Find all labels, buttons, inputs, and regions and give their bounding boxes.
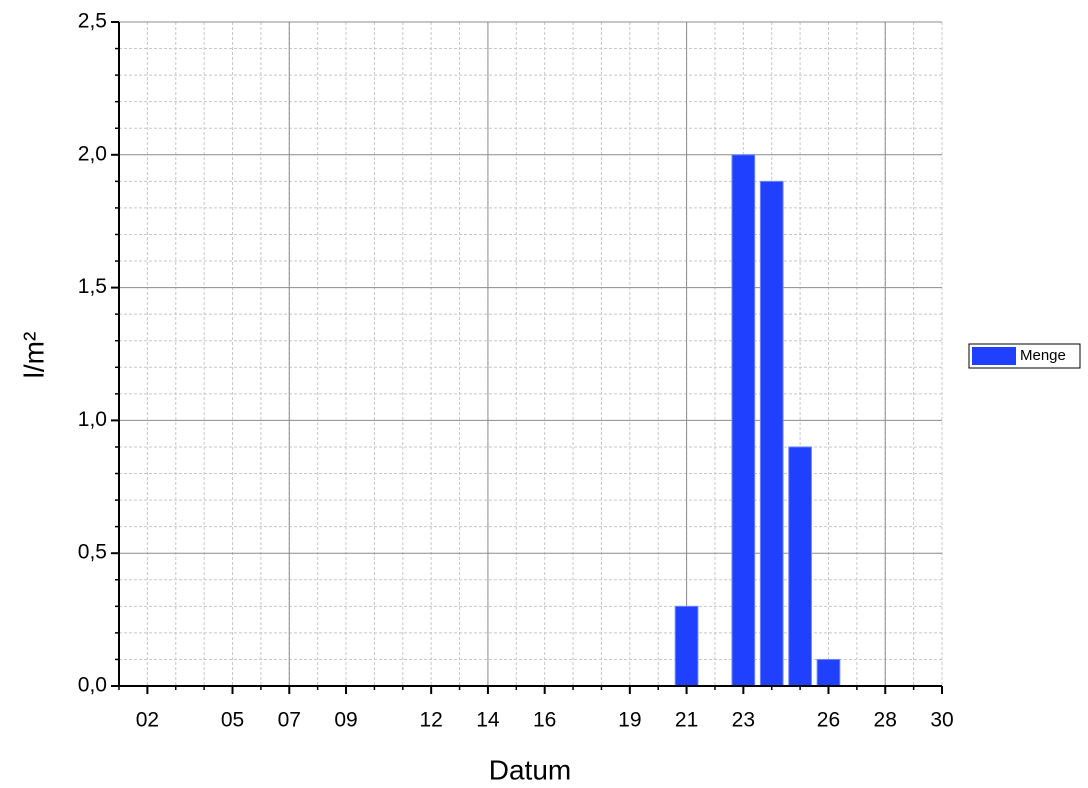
x-tick-label: 12	[419, 709, 442, 732]
y-axis-title: l/m²	[18, 332, 49, 379]
y-tick-label: 1,5	[78, 275, 107, 298]
y-tick-label: 2,0	[78, 142, 107, 165]
x-tick-label: 16	[533, 709, 556, 732]
bar	[816, 658, 841, 687]
bar	[788, 446, 812, 687]
x-tick-label: 02	[136, 709, 159, 732]
x-tick-label: 09	[334, 709, 357, 732]
x-tick-label: 07	[278, 709, 301, 732]
x-tick-label: 19	[618, 709, 641, 732]
x-tick-label: 05	[221, 709, 244, 732]
bar	[759, 180, 784, 687]
x-tick-label: 26	[817, 709, 840, 732]
y-tick-label: 0,0	[78, 674, 107, 697]
x-axis-title: Datum	[489, 754, 571, 785]
x-tick-label: 21	[675, 709, 698, 732]
x-tick-label: 28	[874, 709, 897, 732]
y-tick-label: 1,0	[78, 408, 107, 431]
x-tick-label: 23	[732, 709, 755, 732]
bar	[731, 154, 756, 687]
legend-swatch	[972, 347, 1016, 365]
x-tick-label: 14	[476, 709, 500, 732]
y-tick-label: 0,5	[78, 541, 107, 564]
y-tick-label: 2,5	[78, 10, 107, 33]
bar	[674, 605, 699, 687]
x-tick-label: 30	[930, 709, 953, 732]
legend-label: Menge	[1020, 347, 1066, 364]
